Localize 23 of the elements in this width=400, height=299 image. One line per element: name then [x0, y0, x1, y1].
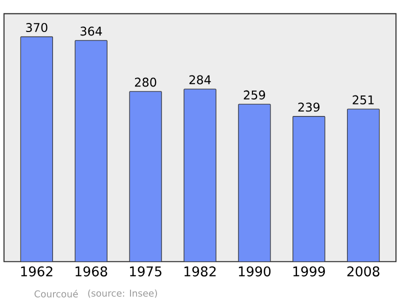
x-tick-label: 1999	[293, 266, 325, 276]
x-tick-label: 1982	[184, 266, 216, 276]
text: (source: Insee)	[88, 290, 157, 298]
x-tick-label: 1975	[130, 266, 162, 276]
data-label: 370	[26, 22, 48, 32]
data-label: 239	[298, 102, 320, 112]
x-tick-label: 1962	[21, 266, 52, 276]
bar	[184, 88, 216, 262]
x-tick-label: 2008	[347, 266, 380, 276]
data-label: 259	[244, 90, 266, 100]
bar	[238, 104, 271, 262]
bar	[129, 91, 162, 262]
data-label: 364	[80, 26, 102, 36]
bar	[74, 40, 108, 262]
x-tick-label: 1990	[238, 266, 271, 276]
text: Courcoué	[34, 290, 78, 298]
data-label: 280	[134, 78, 156, 87]
bar	[20, 36, 54, 262]
bar	[292, 116, 326, 262]
data-label: 284	[189, 75, 211, 84]
x-tick-label: 1968	[76, 266, 108, 276]
bar	[346, 108, 380, 262]
data-label: 251	[352, 95, 374, 104]
